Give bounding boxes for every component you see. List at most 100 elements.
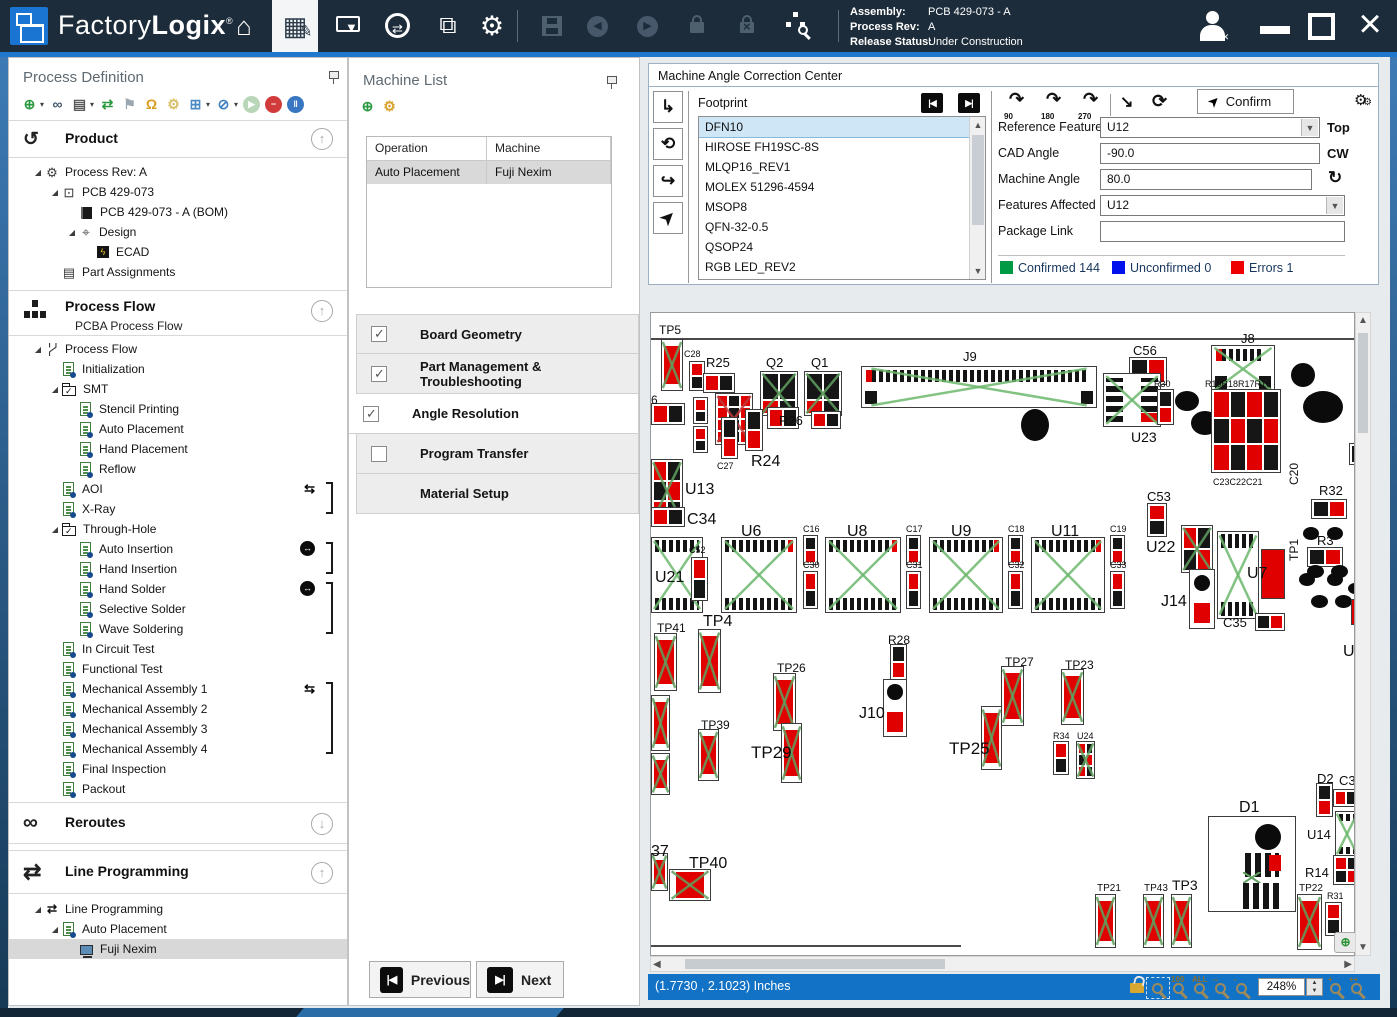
expander-icon[interactable]: ◢ <box>34 904 42 914</box>
step-angle-resolution[interactable]: Angle Resolution <box>349 394 639 434</box>
footprint-item-mlqp16-rev1[interactable]: MLQP16_REV1 <box>705 160 791 174</box>
pcb-component[interactable] <box>651 695 670 751</box>
pin-icon[interactable] <box>607 75 617 89</box>
pcb-component-c16[interactable] <box>803 535 818 565</box>
pcb-component-r28[interactable] <box>890 644 907 680</box>
forward-icon[interactable]: ▶ <box>637 16 658 37</box>
stop-icon[interactable]: − <box>265 96 283 113</box>
pcb-component[interactable] <box>811 411 841 429</box>
checkbox-program-transfer[interactable] <box>371 445 387 462</box>
add-icon[interactable]: ⊕ <box>23 96 36 112</box>
machine-angle-input[interactable]: 80.0 <box>1100 169 1312 190</box>
pcb-component-tp21[interactable] <box>1095 894 1116 948</box>
delete-icon[interactable]: ⊘ <box>217 96 230 112</box>
pcb-component-q2[interactable] <box>760 371 798 416</box>
pcb-component[interactable] <box>1331 565 1348 578</box>
pcb-component-tp3[interactable] <box>1171 894 1192 948</box>
deploy-icon[interactable]: ⊞ <box>189 96 202 112</box>
pcb-component-u14[interactable] <box>1335 811 1354 857</box>
pcb-component-c19[interactable] <box>1110 535 1125 565</box>
tree-item-auto-insertion[interactable]: Auto Insertion ↔ <box>9 539 347 559</box>
pcb-component[interactable] <box>651 507 685 527</box>
pcb-component[interactable] <box>1348 583 1354 594</box>
tree-item-part-assignments[interactable]: ▤ Part Assignments <box>9 262 347 282</box>
scroll-left-icon[interactable]: ◀ <box>653 959 661 970</box>
pcb-component-r14[interactable] <box>1333 855 1354 885</box>
tree-item-mechanical-assembly-4[interactable]: Mechanical Assembly 4 <box>9 739 347 759</box>
pcb-component-j9[interactable] <box>861 366 1097 408</box>
scroll-down-icon[interactable]: ▼ <box>1358 942 1368 953</box>
zoom-100-icon[interactable]: 100 <box>1171 975 1184 994</box>
next-button[interactable]: ▶| Next <box>476 961 564 998</box>
tree-item-hand-placement[interactable]: Hand Placement <box>9 439 347 459</box>
pcb-component-u7[interactable] <box>1217 531 1259 619</box>
find-icon[interactable]: ∞ <box>52 96 63 112</box>
first-footprint-button[interactable]: |◀ <box>921 93 943 113</box>
pcb-component-c30[interactable] <box>803 571 818 609</box>
apply-offset-button[interactable]: ↪ <box>653 165 683 197</box>
footprint-item-qsop24[interactable]: QSOP24 <box>705 240 754 254</box>
pcb-component-c17[interactable] <box>906 535 921 565</box>
start-icon[interactable]: ▶ <box>243 96 261 113</box>
tree-item-functional-test[interactable]: Functional Test <box>9 659 347 679</box>
pcb-component-u23[interactable] <box>1103 373 1161 427</box>
footprint-scrollbar[interactable]: ▲ ▼ <box>969 117 985 279</box>
tree-item-process-flow[interactable]: ◢ ⌥ Process Flow <box>9 339 347 359</box>
dropdown-caret-icon[interactable]: ▾ <box>40 100 45 109</box>
line-programming-section-header[interactable]: ⇄ Line Programming ↑ <box>9 850 347 894</box>
footprint-item-hirose-fh19sc-8s[interactable]: HIROSE FH19SC-8S <box>705 140 820 154</box>
pcb-component-tp5[interactable] <box>661 339 683 391</box>
pcb-component[interactable] <box>1261 549 1285 599</box>
chevron-down-icon[interactable]: ▼ <box>1301 119 1318 136</box>
dart-tool-button[interactable]: ➤ <box>653 202 683 234</box>
tree-item-design[interactable]: ◢ ⌖ Design <box>9 222 347 242</box>
pcb-component-u6[interactable] <box>721 537 797 613</box>
rotate-footprint-button[interactable]: ↳ <box>653 91 683 123</box>
footprint-item-dfn10[interactable]: DFN10 <box>699 117 970 138</box>
checkbox-part-management-troubleshooting[interactable] <box>371 365 387 382</box>
zoom-window-icon[interactable] <box>1152 983 1163 994</box>
pcb-component[interactable] <box>1291 363 1315 387</box>
tree-item-stencil-printing[interactable]: Stencil Printing <box>9 399 347 419</box>
zoom-level-input[interactable]: 248% <box>1258 978 1305 996</box>
pcb-component-r34[interactable] <box>1053 741 1069 775</box>
previous-button[interactable]: |◀ Previous <box>369 961 471 998</box>
pcb-component-j14[interactable] <box>1189 569 1215 629</box>
pcb-component[interactable] <box>1175 391 1199 411</box>
tree-item-final-inspection[interactable]: Final Inspection <box>9 759 347 779</box>
tree-item-smt[interactable]: ◢ SMT <box>9 379 347 399</box>
pcb-component-tp4[interactable] <box>698 629 721 693</box>
pcb-component-tp43[interactable] <box>1143 894 1164 948</box>
pcb-component-tp22[interactable] <box>1297 894 1322 950</box>
back-icon[interactable]: ◀ <box>587 16 608 37</box>
tree-item-line-programming[interactable]: ◢ ⇄ Line Programming <box>9 899 347 919</box>
features-affected-select[interactable]: U12 ▼ <box>1100 195 1345 216</box>
add-machine-icon[interactable]: ⊕ <box>361 98 374 114</box>
pcb-component-c36[interactable] <box>1333 789 1354 807</box>
expander-icon[interactable]: ◢ <box>34 344 42 354</box>
zoom-in-icon[interactable]: + <box>1328 975 1341 994</box>
pcb-component[interactable] <box>767 407 799 429</box>
pcb-component-c53[interactable] <box>1147 503 1167 537</box>
lock-zoom-icon[interactable] <box>1130 983 1144 993</box>
pcb-component[interactable] <box>1351 599 1354 625</box>
zoom-out-icon[interactable]: - <box>1234 975 1247 994</box>
pcb-component-tp41[interactable] <box>654 633 677 691</box>
scroll-up-icon[interactable]: ▲ <box>973 120 983 130</box>
minimize-button[interactable] <box>1260 26 1290 34</box>
rotate-cw-icon[interactable]: ↻ <box>1328 168 1343 187</box>
pcb-component-tp27[interactable] <box>1001 666 1024 726</box>
scroll-thumb[interactable] <box>685 959 945 969</box>
tree-item-x-ray[interactable]: X-Ray <box>9 499 347 519</box>
horizontal-scrollbar[interactable]: ◀ ▶ <box>650 956 1355 972</box>
pcb-component-u24[interactable] <box>1076 741 1095 779</box>
exchange-icon[interactable]: ⇄ <box>101 96 114 112</box>
pcb-component[interactable] <box>1335 595 1352 608</box>
zoom-spinner[interactable]: ▲ ▼ <box>1306 978 1323 996</box>
pcb-component-r30[interactable] <box>1157 389 1174 425</box>
pcb-component[interactable] <box>651 853 668 891</box>
settings-gears-icon[interactable] <box>1354 91 1372 110</box>
pcb-component[interactable] <box>1327 527 1343 540</box>
pcb-component-r19r18r17r16[interactable] <box>1211 389 1281 473</box>
tree-item-mechanical-assembly-2[interactable]: Mechanical Assembly 2 <box>9 699 347 719</box>
